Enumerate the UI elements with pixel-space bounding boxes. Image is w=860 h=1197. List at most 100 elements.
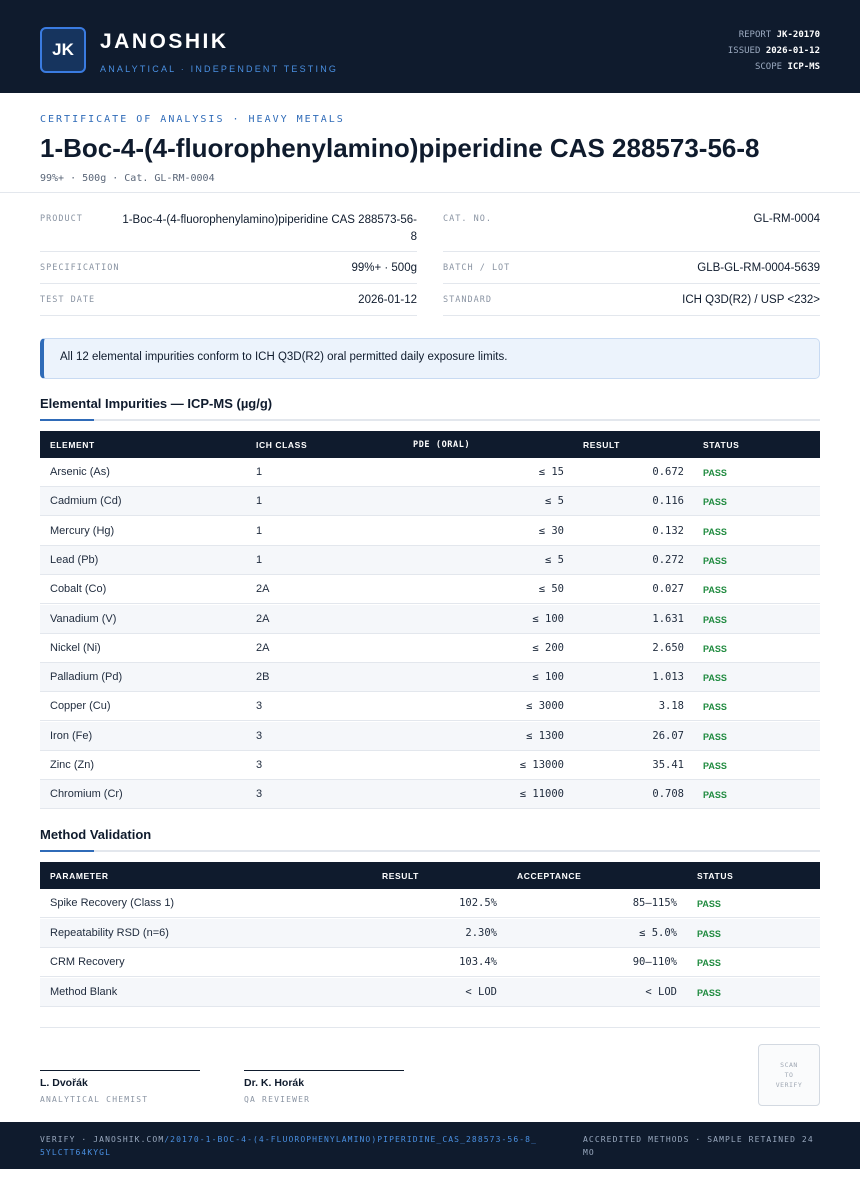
element-cell: Nickel (Ni)	[50, 641, 101, 654]
column-header: ICH CLASS	[256, 440, 308, 450]
result-cell: 102.5%	[459, 897, 497, 909]
brand-tagline: ANALYTICAL · INDEPENDENT TESTING	[100, 64, 339, 74]
pde-cell: ≤ 3000	[526, 700, 564, 713]
element-cell: Chromium (Cr)	[50, 788, 123, 801]
pde-cell: ≤ 30	[538, 524, 564, 537]
element-cell: Lead (Pb)	[50, 553, 99, 566]
cat-no-value: GL-RM-0004	[753, 213, 820, 225]
ich-class-cell: 1	[256, 495, 263, 508]
column-header: PARAMETER	[50, 871, 109, 881]
ich-class-cell: 1	[256, 524, 263, 537]
ich-class-cell: 2A	[256, 612, 270, 625]
result-cell: 1.631	[652, 612, 684, 625]
issued-line: ISSUED 2026-01-12	[727, 46, 820, 56]
column-header: STATUS	[697, 871, 734, 881]
status-badge: PASS	[697, 928, 721, 939]
parameter-cell: Repeatability RSD (n=6)	[50, 926, 169, 939]
section-divider	[40, 850, 820, 852]
result-cell: 0.132	[652, 524, 684, 537]
table-row: CRM Recovery 103.4% 90–110% PASS	[40, 948, 820, 977]
ich-class-cell: 1	[256, 466, 263, 478]
status-badge: PASS	[703, 731, 727, 742]
issued-date: 2026-01-12	[765, 46, 820, 56]
standard-label: STANDARD	[443, 295, 492, 305]
pde-cell: ≤ 50	[538, 583, 564, 596]
signatory-role: ANALYTICAL CHEMIST	[40, 1095, 149, 1104]
table-row: Copper (Cu) 3 ≤ 3000 3.18 PASS	[40, 692, 820, 722]
standard-value: ICH Q3D(R2) / USP <232>	[682, 294, 820, 306]
signatory-name: Dr. K. Horák	[244, 1077, 305, 1089]
status-badge: PASS	[703, 643, 727, 654]
ich-class-cell: 2B	[256, 671, 270, 684]
ich-class-cell: 3	[256, 700, 263, 713]
result-cell: 26.07	[652, 729, 684, 742]
batch-value: GLB-GL-RM-0004-5639	[697, 262, 820, 274]
ich-class-cell: 1	[256, 553, 263, 566]
table-row: Cobalt (Co) 2A ≤ 50 0.027 PASS	[40, 575, 820, 605]
element-cell: Vanadium (V)	[50, 612, 117, 625]
status-badge: PASS	[703, 585, 727, 596]
divider	[40, 251, 417, 252]
result-cell: 0.272	[652, 553, 684, 566]
status-badge: PASS	[697, 987, 721, 998]
table-row: Arsenic (As) 1 ≤ 15 0.672 PASS	[40, 458, 820, 487]
result-cell: 0.708	[652, 788, 684, 801]
report-footer: VERIFY · JANOSHIK.COM/20170-1-BOC-4-(4-F…	[0, 1122, 860, 1169]
status-badge: PASS	[703, 497, 727, 508]
ich-class-cell: 2A	[256, 641, 270, 654]
result-cell: 0.672	[652, 466, 684, 478]
pde-cell: ≤ 15	[538, 466, 564, 478]
brand-logo: JK	[40, 27, 86, 73]
result-cell: 0.116	[652, 495, 684, 508]
column-header: RESULT	[382, 871, 419, 881]
acceptance-cell: 85–115%	[632, 897, 677, 909]
status-badge: PASS	[703, 702, 727, 713]
section-divider	[40, 419, 820, 421]
element-cell: Zinc (Zn)	[50, 759, 94, 771]
status-badge: PASS	[697, 899, 721, 909]
element-cell: Iron (Fe)	[50, 729, 93, 742]
table-row: Chromium (Cr) 3 ≤ 11000 0.708 PASS	[40, 780, 820, 810]
result-cell: < LOD	[465, 985, 497, 998]
qr-verify-placeholder[interactable]: SCAN TO VERIFY	[758, 1044, 820, 1106]
result-cell: 103.4%	[459, 956, 497, 968]
divider	[0, 192, 860, 193]
table-row: Repeatability RSD (n=6) 2.30% ≤ 5.0% PASS	[40, 918, 820, 948]
divider	[443, 315, 820, 316]
impurities-section-title: Elemental Impurities — ICP-MS (µg/g)	[40, 396, 273, 411]
pde-cell: ≤ 13000	[519, 759, 564, 771]
report-header: JK JANOSHIK ANALYTICAL · INDEPENDENT TES…	[0, 0, 860, 93]
verify-link[interactable]: /20170-1-BOC-4-(4-FLUOROPHENYLAMINO)PIPE…	[40, 1135, 537, 1157]
column-header: STATUS	[703, 440, 740, 450]
result-cell: 2.650	[652, 641, 684, 654]
product-subline: 99%+ · 500g · Cat. GL-RM-0004	[40, 173, 215, 184]
impurities-table: ELEMENT ICH CLASS PDE (ORAL) RESULT STAT…	[40, 431, 820, 810]
table-row: Mercury (Hg) 1 ≤ 30 0.132 PASS	[40, 517, 820, 546]
element-cell: Copper (Cu)	[50, 700, 111, 713]
parameter-cell: Method Blank	[50, 985, 118, 998]
validation-table: PARAMETER RESULT ACCEPTANCE STATUS Spike…	[40, 862, 820, 1007]
parameter-cell: Spike Recovery (Class 1)	[50, 897, 175, 909]
divider	[443, 283, 820, 284]
divider	[443, 251, 820, 252]
cat-no-label: CAT. NO.	[443, 214, 492, 224]
table-row: Lead (Pb) 1 ≤ 5 0.272 PASS	[40, 545, 820, 575]
pde-cell: ≤ 100	[532, 612, 564, 625]
table-row: Palladium (Pd) 2B ≤ 100 1.013 PASS	[40, 663, 820, 693]
pde-cell: ≤ 5	[545, 495, 564, 508]
element-cell: Mercury (Hg)	[50, 524, 115, 537]
validation-section-title: Method Validation	[40, 827, 152, 842]
status-badge: PASS	[703, 468, 727, 478]
table-row: Cadmium (Cd) 1 ≤ 5 0.116 PASS	[40, 487, 820, 517]
status-badge: PASS	[703, 673, 727, 684]
element-cell: Cadmium (Cd)	[50, 495, 122, 508]
result-cell: 2.30%	[465, 926, 497, 939]
report-meta: REPORT JK-20170 ISSUED 2026-01-12 SCOPE …	[728, 27, 820, 75]
verify-line: VERIFY · JANOSHIK.COM/20170-1-BOC-4-(4-F…	[40, 1135, 537, 1157]
column-header: ELEMENT	[50, 440, 95, 450]
table-row: Iron (Fe) 3 ≤ 1300 26.07 PASS	[40, 721, 820, 751]
specification-label: SPECIFICATION	[40, 263, 120, 273]
info-grid-right: CAT. NO. GL-RM-0004 BATCH / LOT GLB-GL-R…	[443, 200, 820, 320]
report-id-line: REPORT JK-20170	[738, 30, 820, 40]
table-row: Method Blank < LOD < LOD PASS	[40, 977, 820, 1007]
